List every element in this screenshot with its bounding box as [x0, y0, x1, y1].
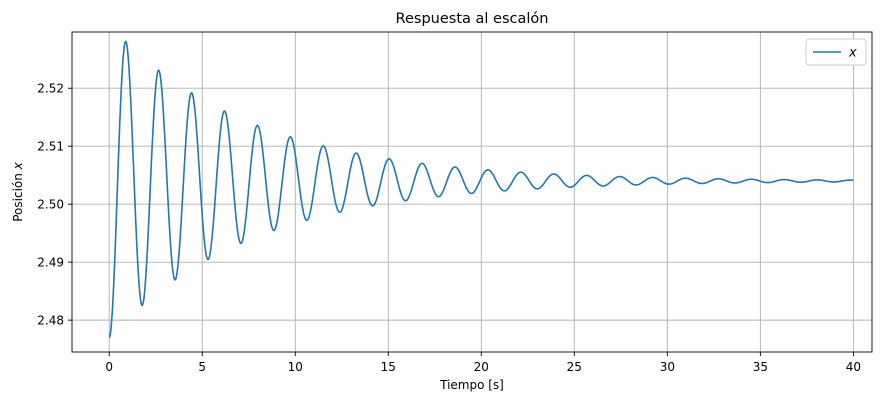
y-axis-label: Posición x — [11, 161, 25, 221]
y-axis: 2.48 2.49 2.50 2.51 2.52 — [37, 82, 72, 328]
x-axis: 0 5 10 15 20 25 30 35 40 — [105, 352, 861, 374]
x-tick-label: 10 — [288, 360, 303, 374]
grid — [72, 32, 872, 352]
y-tick-label: 2.52 — [37, 82, 64, 96]
y-axis-label-prefix: Posición — [11, 169, 25, 221]
x-tick-label: 20 — [474, 360, 489, 374]
legend: x — [805, 38, 867, 66]
x-tick-label: 40 — [846, 360, 861, 374]
x-tick-label: 5 — [198, 360, 206, 374]
y-tick-label: 2.51 — [37, 140, 64, 154]
legend-label: x — [848, 46, 857, 61]
y-tick-label: 2.50 — [37, 198, 64, 212]
y-axis-label-variable: x — [11, 161, 25, 170]
x-tick-label: 0 — [105, 360, 113, 374]
series-line-x — [108, 40, 854, 338]
x-tick-label: 25 — [567, 360, 582, 374]
plot-frame — [71, 31, 873, 353]
y-tick-label: 2.48 — [37, 314, 64, 328]
y-tick-label: 2.49 — [37, 256, 64, 270]
chart-title: Respuesta al escalón — [396, 11, 549, 27]
x-tick-label: 30 — [660, 360, 675, 374]
x-axis-label: Tiempo [s] — [439, 378, 504, 392]
x-tick-label: 35 — [753, 360, 768, 374]
x-tick-label: 15 — [381, 360, 396, 374]
